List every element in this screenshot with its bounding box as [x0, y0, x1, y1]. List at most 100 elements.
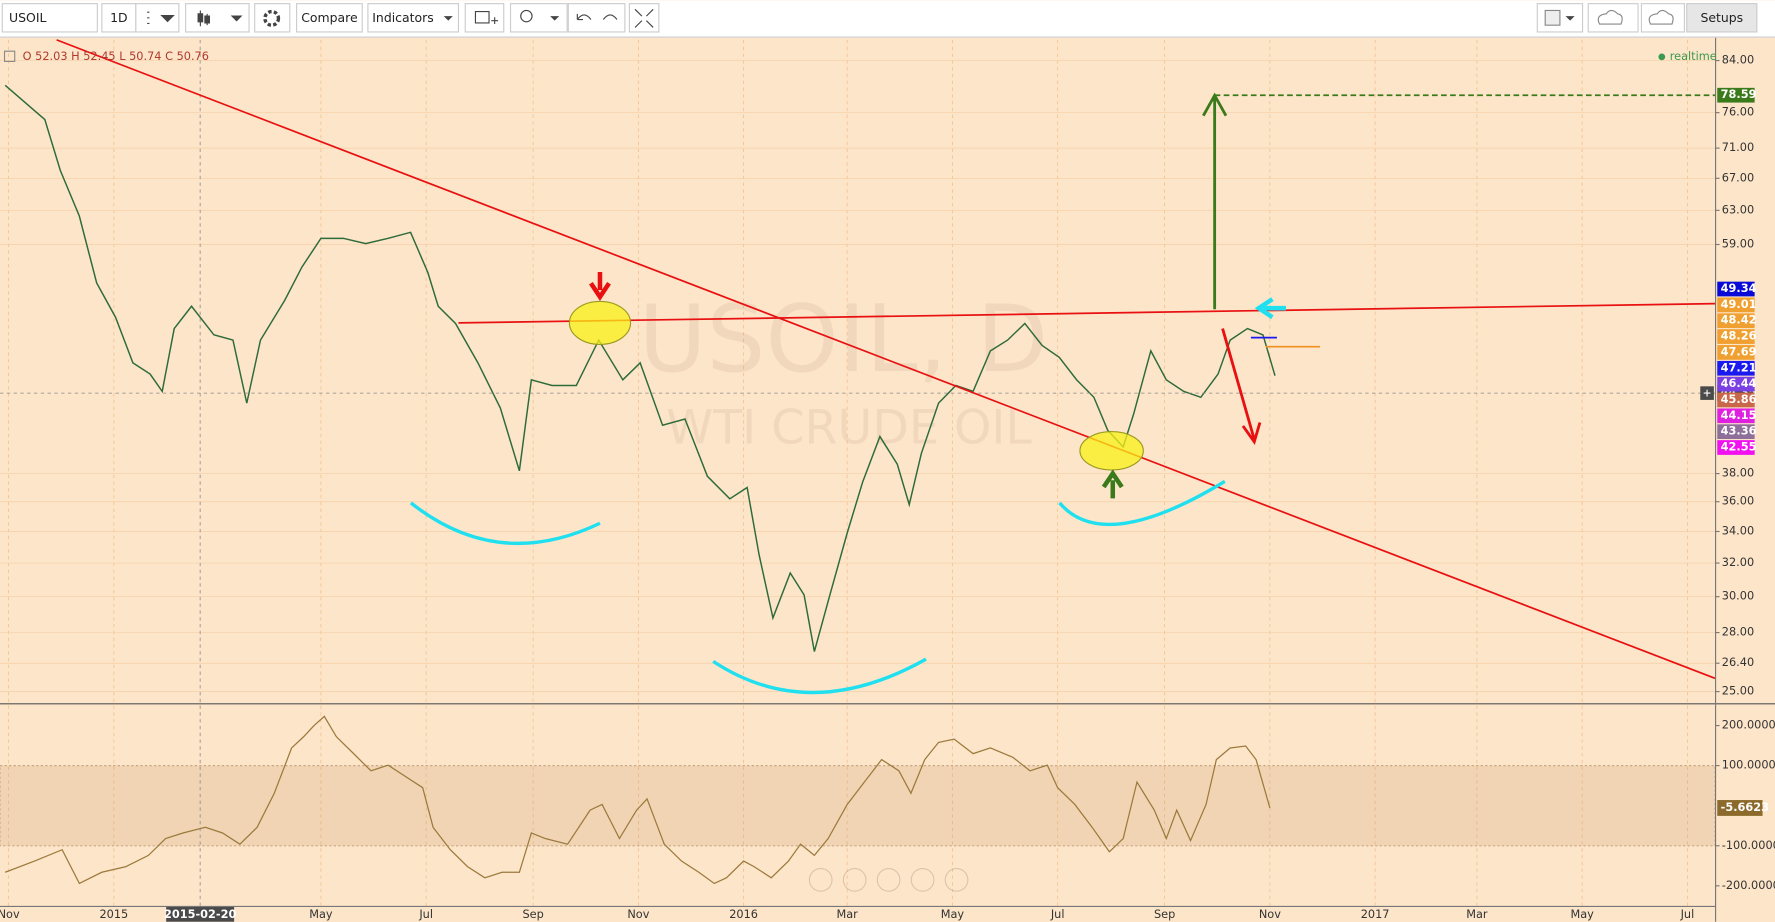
legend-icon[interactable] — [3, 50, 16, 62]
target-arrow — [1202, 92, 1228, 310]
candle-icon — [197, 10, 243, 27]
setups: Setups — [1700, 10, 1743, 25]
gear-icon — [263, 9, 281, 27]
price-label: 49.34 — [1721, 281, 1757, 295]
arc — [409, 501, 601, 546]
y-tick-label: 28.00 — [1722, 625, 1754, 639]
x-tick-label: Sep — [522, 907, 543, 921]
annotations — [56, 39, 1716, 695]
y-tick-label: 67.00 — [1722, 170, 1754, 184]
watermark-subtitle: WTI CRUDE OIL — [666, 400, 1032, 455]
crosshair-date-box — [166, 907, 235, 922]
settings-button[interactable] — [254, 3, 291, 33]
y-tick-label: 200.0000 — [1722, 718, 1775, 732]
undo-redo[interactable] — [567, 3, 626, 33]
x-tick-label: May — [1570, 907, 1594, 921]
arrow-down — [589, 271, 611, 301]
cloud-icon — [1597, 9, 1623, 25]
ideas-button[interactable] — [509, 3, 568, 33]
x-tick-label: Mar — [1466, 907, 1488, 921]
setups-button[interactable] — [1686, 3, 1758, 33]
dropdown-icon — [1565, 16, 1575, 21]
toolbar: USOIL 1D Compare Indicators Setups — [0, 0, 1775, 38]
indicators-button[interactable] — [367, 3, 460, 33]
x-tick-label: Jul — [418, 907, 433, 921]
symbol-box[interactable] — [1, 3, 98, 33]
nav-button[interactable] — [808, 867, 833, 892]
save-button[interactable] — [1640, 3, 1686, 33]
indicators: Indicators — [372, 10, 433, 25]
bulb-icon — [520, 9, 533, 23]
price-label: 46.44 — [1721, 376, 1757, 390]
trend-line — [56, 39, 1716, 680]
price-label: 43.36 — [1721, 424, 1757, 438]
price-label-box — [1717, 345, 1755, 360]
y-tick-label: 34.00 — [1722, 523, 1754, 537]
highlight-ellipse — [568, 300, 632, 345]
x-tick-label: Jul — [1680, 907, 1695, 921]
arrow-left — [1254, 297, 1286, 320]
arc — [1058, 479, 1226, 527]
y-tick-label: 63.00 — [1722, 202, 1754, 216]
x-tick-label: May — [309, 907, 333, 921]
cci-value-box — [1717, 800, 1763, 816]
arc — [712, 657, 927, 695]
interval-menu[interactable] — [135, 3, 180, 33]
layout-icon — [1544, 9, 1561, 26]
nav-button[interactable] — [876, 867, 901, 892]
x-tick-label: 2017 — [1361, 907, 1390, 921]
price-label: 78.59 — [1721, 87, 1757, 101]
price-label-box — [1717, 376, 1755, 392]
price-line — [4, 84, 1276, 652]
price-label-box — [1717, 281, 1755, 297]
axis-layer: Nov 2015 May Jul Sep Nov 2016 Mar May Jul Sep Nov 20… — [0, 53, 1775, 922]
nav-button[interactable] — [842, 867, 867, 892]
price-label-box — [1717, 408, 1755, 424]
y-tick-label: 25.00 — [1722, 684, 1754, 698]
status-dot — [1658, 53, 1666, 61]
x-tick-label: 2016 — [729, 907, 758, 921]
compare: Compare — [301, 10, 357, 25]
x-tick-label: Nov — [0, 907, 20, 921]
compare-button[interactable] — [296, 3, 363, 33]
y-tick-label: 32.00 — [1722, 555, 1754, 569]
interval-button[interactable] — [101, 3, 137, 33]
ohlc-legend: O 52.03 H 52.45 L 50.74 C 50.76 — [23, 49, 209, 63]
interval: 1D — [110, 10, 127, 25]
x-tick-label: Nov — [627, 907, 649, 921]
y-tick-label: 36.00 — [1722, 494, 1754, 508]
status: realtime — [1670, 49, 1717, 63]
price-line — [4, 715, 1271, 885]
cloud-icon — [1648, 9, 1674, 25]
price-label: 48.26 — [1721, 329, 1757, 343]
alert-icon — [474, 11, 499, 25]
nav-button[interactable] — [944, 867, 969, 892]
price-label: 47.21 — [1721, 360, 1757, 374]
fullscreen-button[interactable] — [628, 3, 660, 33]
nav-button[interactable] — [910, 867, 935, 892]
x-tick-label: Nov — [1259, 907, 1281, 921]
y-tick-label: -200.0000 — [1722, 878, 1775, 892]
cci-value: -5.6623 — [1721, 800, 1769, 814]
y-tick-label: 71.00 — [1722, 140, 1754, 154]
plus-icon — [1703, 389, 1711, 397]
x-tick-label: Jul — [1050, 907, 1065, 921]
dropdown-icon — [550, 16, 560, 21]
x-tick-label: Sep — [1154, 907, 1175, 921]
y-tick-label: 59.00 — [1722, 237, 1754, 251]
grid-layer — [0, 39, 1716, 906]
neckline — [458, 302, 1716, 324]
load-button[interactable] — [1587, 3, 1639, 33]
data-layer — [0, 39, 1716, 906]
y-tick-label: 38.00 — [1722, 466, 1754, 480]
price-label: 48.42 — [1721, 313, 1757, 327]
price-label: 45.86 — [1721, 392, 1757, 406]
arrow-up — [1101, 469, 1124, 499]
alert-button[interactable] — [464, 3, 505, 33]
toolbar-bg — [0, 0, 1775, 38]
cci-band — [0, 765, 1716, 847]
y-tick-label: 84.00 — [1722, 53, 1754, 67]
